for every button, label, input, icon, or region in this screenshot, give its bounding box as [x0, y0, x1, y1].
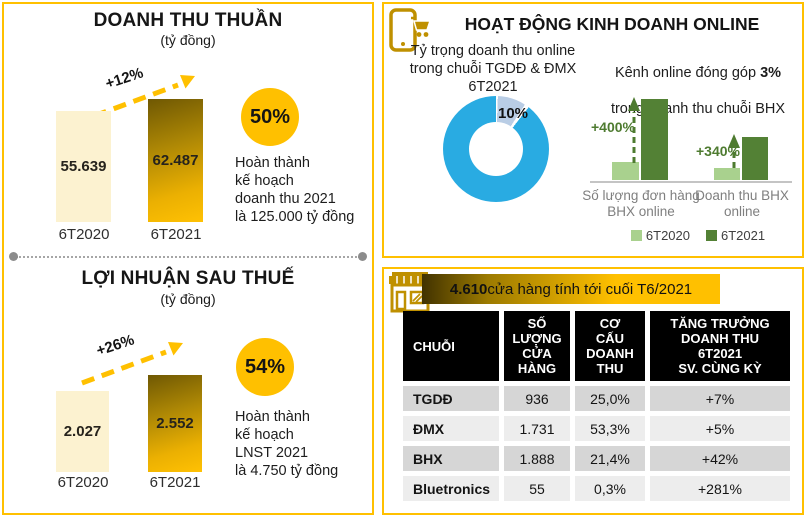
legend-swatch-6t2020	[630, 230, 642, 241]
table-cell-count: 55	[504, 476, 570, 501]
table-cell-mix: 21,4%	[575, 446, 645, 471]
bhx-heading-percent: 3%	[760, 65, 782, 81]
revenue-bar-6t2021: 62.487	[148, 99, 203, 222]
table-cell-growth: +42%	[650, 446, 790, 471]
profit-bar-6t2021: 2.552	[148, 375, 202, 472]
legend-item-6t2021: 6T2021	[706, 228, 765, 243]
stores-panel: 4.610 cửa hàng tính tới cuối T6/2021 CHU…	[382, 267, 804, 515]
profit-axis-6t2021: 6T2021	[149, 474, 201, 491]
revenue-bar-6t2021-value: 62.487	[152, 152, 199, 169]
section-divider	[9, 252, 367, 261]
table-row-bhx: BHX 1.888 21,4% +42%	[403, 446, 790, 471]
table-cell-count: 1.731	[504, 416, 570, 441]
profit-bar-6t2020: 2.027	[56, 391, 109, 472]
growth-arrow-icon	[93, 75, 195, 119]
table-cell-chain: TGDĐ	[403, 386, 499, 411]
financials-panel: DOANH THU THUẦN (tỷ đồng) +12% 55.639 62…	[2, 2, 374, 515]
revenue-title: DOANH THU THUẦN	[93, 10, 283, 31]
table-cell-count: 936	[504, 386, 570, 411]
table-header-store-count: SỐ LƯỢNG CỬA HÀNG	[504, 311, 570, 381]
bhx-revenue-category-label: Doanh thu BHX online	[695, 188, 789, 219]
store-count-value: 4.610	[449, 280, 488, 298]
table-cell-mix: 53,3%	[575, 416, 645, 441]
green-growth-arrow-icon	[628, 97, 640, 163]
table-header-revenue-mix: CƠ CẤU DOANH THU	[575, 311, 645, 381]
online-panel-title: HOẠT ĐỘNG KINH DOANH ONLINE	[464, 14, 760, 34]
table-cell-chain: Bluetronics	[403, 476, 499, 501]
table-cell-growth: +281%	[650, 476, 790, 501]
donut-hole	[469, 122, 523, 176]
store-count-banner: 4.610 cửa hàng tính tới cuối T6/2021	[422, 274, 720, 304]
table-row-tgdd: TGDĐ 936 25,0% +7%	[403, 386, 790, 411]
table-cell-chain: ĐMX	[403, 416, 499, 441]
divider-dot	[9, 252, 18, 261]
legend-item-6t2020: 6T2020	[630, 228, 690, 243]
profit-bar-6t2020-value: 2.027	[63, 423, 102, 440]
legend-label-6t2021: 6T2021	[721, 228, 766, 243]
revenue-unit: (tỷ đồng)	[160, 32, 216, 48]
table-header-row: CHUỖI SỐ LƯỢNG CỬA HÀNG CƠ CẤU DOANH THU…	[403, 311, 790, 381]
table-cell-growth: +7%	[650, 386, 790, 411]
table-header-growth: TĂNG TRƯỞNG DOANH THU 6T2021 SV. CÙNG KỲ	[650, 311, 790, 381]
legend-label-6t2020: 6T2020	[645, 228, 690, 243]
revenue-bar-6t2020: 55.639	[56, 111, 111, 222]
bhx-heading-prefix: Kênh online đóng góp	[614, 65, 761, 81]
table-cell-mix: 25,0%	[575, 386, 645, 411]
table-row-dmx: ĐMX 1.731 53,3% +5%	[403, 416, 790, 441]
table-cell-chain: BHX	[403, 446, 499, 471]
bhx-orders-bar-6t2021	[641, 99, 668, 180]
bhx-chart-legend: 6T2020 6T2021	[596, 228, 800, 243]
growth-arrow-icon	[81, 342, 183, 386]
bhx-revenue-bar-6t2020	[714, 168, 740, 180]
bhx-revenue-growth: +340%	[696, 143, 740, 159]
table-cell-growth: +5%	[650, 416, 790, 441]
revenue-bar-6t2020-value: 55.639	[60, 158, 107, 175]
table-header-chain: CHUỖI	[403, 311, 499, 381]
table-row-bluetronics: Bluetronics 55 0,3% +281%	[403, 476, 790, 501]
online-business-panel: HOẠT ĐỘNG KINH DOANH ONLINE Tỷ trọng doa…	[382, 2, 804, 258]
profit-note: Hoàn thành kế hoạch LNST 2021 là 4.750 t…	[235, 409, 339, 479]
divider-dot	[358, 252, 367, 261]
store-count-text: cửa hàng tính tới cuối T6/2021	[487, 280, 693, 298]
phone-cart-icon	[389, 8, 431, 52]
revenue-completion-badge: 50%	[241, 88, 299, 146]
bhx-revenue-bar-6t2021	[742, 137, 768, 180]
donut-heading: Tỷ trọng doanh thu online trong chuỗi TG…	[409, 43, 577, 95]
revenue-axis-6t2021: 6T2021	[150, 226, 202, 243]
green-growth-arrow-icon	[728, 134, 740, 168]
table-cell-mix: 0,3%	[575, 476, 645, 501]
online-share-donut-chart: 10%	[443, 96, 549, 202]
bhx-chart-axis	[590, 181, 792, 183]
profit-axis-6t2020: 6T2020	[57, 474, 109, 491]
legend-swatch-6t2021	[706, 230, 717, 241]
profit-completion-badge: 54%	[236, 338, 294, 396]
profit-unit: (tỷ đồng)	[160, 291, 216, 307]
donut-slice-label: 10%	[498, 105, 529, 122]
revenue-axis-6t2020: 6T2020	[58, 226, 110, 243]
bhx-orders-growth: +400%	[591, 119, 635, 135]
profit-bar-6t2021-value: 2.552	[156, 415, 194, 432]
bhx-orders-category-label: Số lượng đơn hàng BHX online	[582, 188, 700, 219]
profit-title: LỢI NHUẬN SAU THUẾ	[81, 268, 295, 289]
table-cell-count: 1.888	[504, 446, 570, 471]
revenue-note: Hoàn thành kế hoạch doanh thu 2021 là 12…	[235, 155, 355, 225]
chains-table: CHUỖI SỐ LƯỢNG CỬA HÀNG CƠ CẤU DOANH THU…	[398, 306, 795, 506]
bhx-orders-bar-6t2020	[612, 162, 639, 180]
